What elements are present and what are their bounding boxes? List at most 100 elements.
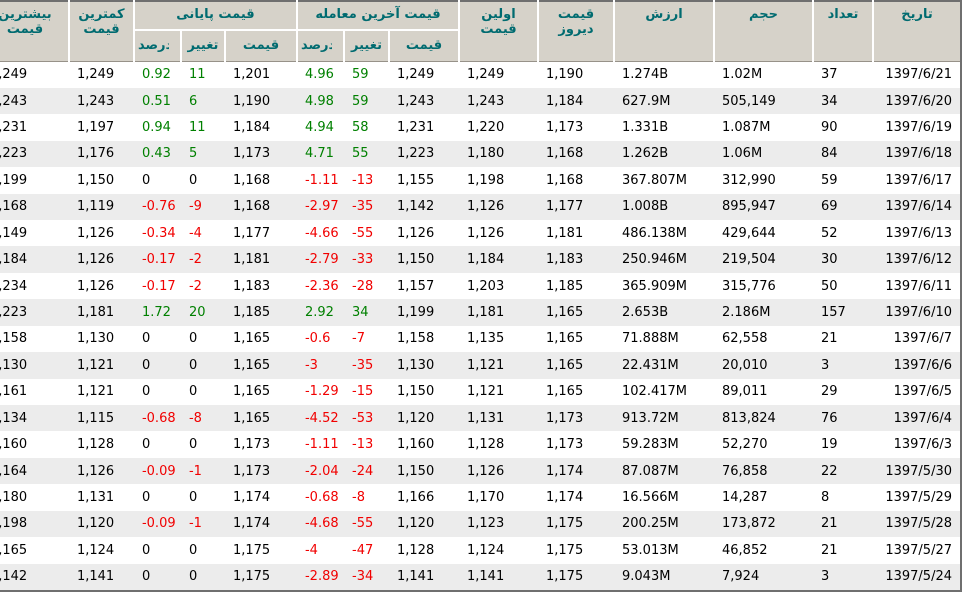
cell-value: 367.807M — [622, 172, 687, 188]
cell-date: 1397/6/7 — [893, 331, 952, 347]
header-count: تعداد — [812, 1, 873, 62]
cell-date: 1397/6/12 — [885, 252, 952, 268]
cell-close-change: 0 — [188, 331, 198, 347]
table-row: 1397/6/21 37 1.02M 1.274B 1,190 1,249 1,… — [0, 61, 961, 88]
cell-yesterday-price: 1,165 — [546, 331, 584, 347]
cell-max-price: 1,198 — [0, 516, 28, 532]
cell-last-percent: 2.92 — [304, 305, 334, 320]
cell-yesterday-price: 1,173 — [546, 437, 584, 453]
header-first-price: اولین قیمت — [458, 1, 538, 62]
cell-first-price: 1,131 — [467, 410, 505, 426]
header-last-price: قیمت — [388, 30, 459, 62]
cell-volume: 505,149 — [722, 93, 776, 109]
cell-max-price: 1,142 — [0, 569, 28, 585]
cell-date: 1397/6/10 — [885, 305, 952, 320]
cell-close-change: 11 — [188, 120, 206, 136]
cell-max-price: 1,223 — [0, 305, 28, 320]
cell-close-change: 0 — [188, 384, 198, 400]
cell-volume: 14,287 — [722, 489, 768, 505]
header-close-percent: درصد — [132, 30, 181, 62]
cell-last-percent: -0.6 — [304, 331, 331, 347]
cell-yesterday-price: 1,165 — [546, 305, 584, 320]
table-row: 1397/5/24 3 7,924 9.043M 1,175 1,141 1,1… — [0, 563, 961, 591]
table-row: 1397/6/13 52 429,644 486.138M 1,181 1,12… — [0, 220, 961, 247]
cell-close-percent: -0.09 — [141, 516, 176, 532]
cell-yesterday-price: 1,185 — [546, 278, 584, 294]
cell-volume: 62,558 — [722, 331, 768, 347]
cell-value: 53.013M — [622, 542, 679, 558]
cell-close-price: 1,168 — [232, 172, 271, 188]
cell-min-price: 1,131 — [76, 489, 115, 505]
cell-last-price: 1,126 — [397, 225, 435, 241]
cell-max-price: 1,165 — [0, 542, 28, 558]
cell-value: 627.9M — [622, 93, 671, 109]
cell-max-price: 1,134 — [0, 410, 28, 426]
cell-date: 1397/5/28 — [885, 516, 952, 532]
cell-close-change: 11 — [188, 67, 206, 83]
cell-close-price: 1,165 — [232, 410, 271, 426]
cell-count: 3 — [821, 357, 830, 373]
header-close-change: تغییر — [179, 30, 225, 62]
table-row: 1397/6/14 69 895,947 1.008B 1,177 1,126 … — [0, 193, 961, 221]
cell-close-percent: 1.72 — [141, 305, 171, 320]
cell-close-change: -9 — [188, 199, 202, 215]
cell-first-price: 1,198 — [467, 172, 505, 188]
cell-min-price: 1,197 — [76, 120, 115, 136]
cell-last-price: 1,231 — [397, 120, 435, 136]
cell-min-price: 1,121 — [76, 357, 115, 373]
cell-count: 50 — [821, 278, 838, 294]
cell-count: 76 — [821, 410, 838, 426]
cell-date: 1397/6/17 — [885, 172, 952, 188]
cell-last-percent: -4.66 — [304, 225, 339, 241]
cell-last-change: -33 — [352, 252, 374, 268]
cell-value: 365.909M — [622, 278, 687, 294]
cell-first-price: 1,126 — [467, 225, 505, 241]
cell-count: 22 — [821, 463, 838, 479]
cell-first-price: 1,128 — [467, 437, 505, 453]
cell-first-price: 1,126 — [467, 199, 505, 215]
cell-max-price: 1,164 — [0, 463, 28, 479]
cell-volume: 52,270 — [722, 437, 768, 453]
cell-count: 90 — [821, 120, 838, 136]
cell-yesterday-price: 1,175 — [546, 516, 584, 532]
cell-max-price: 1,231 — [0, 120, 28, 136]
cell-max-price: 1,130 — [0, 357, 28, 373]
cell-last-price: 1,155 — [397, 172, 435, 188]
table-row: 1397/6/12 30 219,504 250.946M 1,183 1,18… — [0, 246, 961, 273]
cell-date: 1397/6/6 — [893, 357, 952, 373]
cell-date: 1397/5/27 — [885, 542, 952, 558]
cell-min-price: 1,130 — [76, 331, 115, 347]
cell-last-change: -28 — [352, 278, 374, 294]
cell-last-change: -55 — [352, 225, 374, 241]
cell-count: 21 — [821, 516, 838, 532]
cell-max-price: 1,243 — [0, 93, 28, 109]
cell-close-price: 1,173 — [232, 437, 271, 453]
cell-last-price: 1,141 — [397, 569, 435, 585]
cell-close-percent: 0 — [141, 489, 151, 505]
table-row: 1397/6/18 84 1.06M 1.262B 1,168 1,180 1,… — [0, 140, 961, 168]
cell-last-price: 1,157 — [397, 278, 435, 294]
cell-value: 913.72M — [622, 410, 679, 426]
cell-volume: 1.02M — [722, 67, 763, 83]
cell-count: 84 — [821, 146, 838, 162]
cell-count: 3 — [821, 569, 830, 585]
cell-date: 1397/6/14 — [885, 199, 952, 215]
table-row: 1397/6/3 19 52,270 59.283M 1,173 1,128 1… — [0, 431, 961, 458]
cell-value: 102.417M — [622, 384, 687, 400]
cell-yesterday-price: 1,183 — [546, 252, 584, 268]
cell-yesterday-price: 1,175 — [546, 569, 584, 585]
cell-last-change: 34 — [352, 305, 369, 320]
table-row: 1397/5/27 21 46,852 53.013M 1,175 1,124 … — [0, 537, 961, 564]
header-yesterday-price: قیمت دیروز — [537, 1, 614, 62]
table-row: 1397/5/29 8 14,287 16.566M 1,174 1,170 1… — [0, 484, 961, 511]
cell-first-price: 1,180 — [467, 146, 505, 162]
cell-date: 1397/5/24 — [885, 569, 952, 585]
cell-count: 157 — [821, 305, 846, 320]
cell-close-price: 1,175 — [232, 542, 271, 558]
cell-close-price: 1,181 — [232, 252, 271, 268]
cell-volume: 7,924 — [722, 569, 760, 585]
cell-last-percent: -4 — [304, 542, 318, 558]
cell-date: 1397/6/18 — [885, 146, 952, 162]
cell-close-price: 1,177 — [232, 225, 271, 241]
